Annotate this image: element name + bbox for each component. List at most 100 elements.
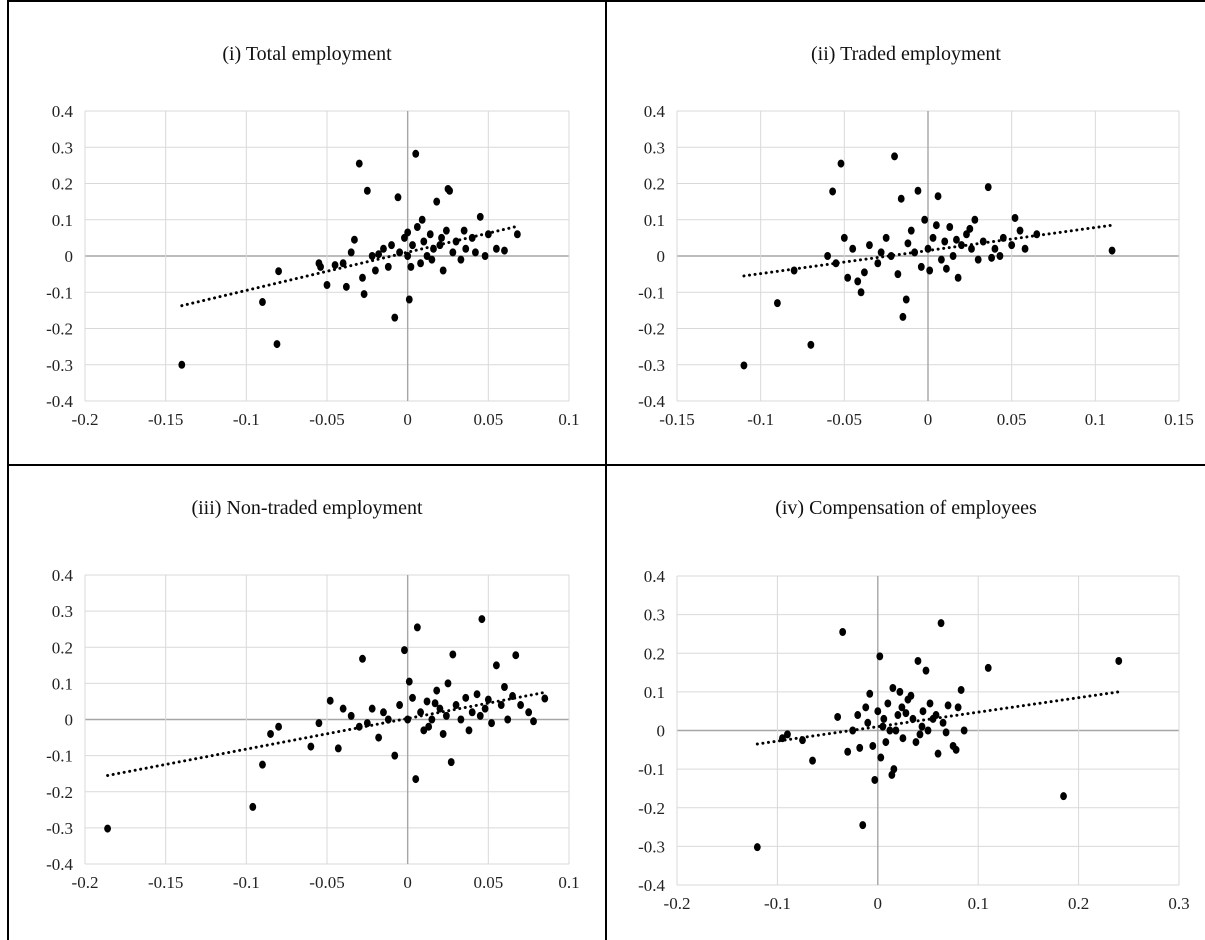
data-point — [876, 652, 884, 661]
data-point — [929, 233, 937, 242]
data-point — [942, 728, 950, 737]
data-point — [431, 699, 439, 708]
data-point — [966, 224, 974, 233]
data-point — [462, 693, 470, 702]
data-point — [317, 262, 324, 271]
data-point — [916, 730, 924, 739]
data-point — [877, 753, 885, 762]
data-point — [866, 689, 874, 698]
y-tick-label: -0.3 — [638, 837, 665, 856]
data-point — [339, 704, 347, 713]
data-point — [493, 661, 500, 670]
data-point — [991, 244, 999, 253]
data-point — [355, 159, 363, 168]
data-point — [525, 708, 533, 717]
data-point — [949, 252, 957, 260]
data-point — [423, 252, 431, 260]
data-point — [517, 701, 524, 710]
data-point — [481, 252, 489, 260]
scatter-chart-2: (ii) Traded employment -0.4 -0.3 -0.2 -0.1 0 0… — [638, 43, 1194, 429]
data-point — [404, 228, 412, 237]
y-tick-label: 0.4 — [644, 102, 666, 121]
data-point — [924, 726, 932, 735]
scatter-chart-3: (iii) Non-traded employment -0.4 -0.3 -0.2 -… — [46, 497, 580, 892]
x-tick-label: -0.2 — [72, 410, 99, 429]
data-point — [854, 711, 862, 720]
x-tick-label: -0.05 — [309, 873, 344, 892]
y-tick-label: -0.1 — [46, 747, 73, 766]
data-point — [1060, 792, 1067, 801]
y-tick-label: 0.4 — [52, 566, 74, 585]
data-point — [874, 707, 882, 716]
data-point — [442, 711, 450, 720]
data-point — [439, 266, 447, 275]
data-point — [892, 726, 900, 735]
x-tick-label: -0.2 — [72, 873, 99, 892]
data-point — [442, 226, 450, 235]
data-point — [902, 295, 910, 304]
data-point — [512, 651, 520, 660]
data-point — [922, 666, 930, 675]
data-point — [436, 704, 444, 713]
data-point — [839, 628, 847, 637]
data-point — [484, 695, 492, 704]
data-point — [368, 252, 376, 260]
data-point — [417, 708, 424, 717]
data-point — [409, 693, 416, 702]
data-point — [388, 241, 395, 250]
data-point — [405, 295, 413, 304]
x-tick-label: 0.05 — [473, 873, 503, 892]
data-point — [267, 729, 274, 738]
data-point — [864, 718, 872, 727]
data-point — [460, 226, 468, 235]
y-tick-label: 0.3 — [52, 602, 73, 621]
data-point — [473, 690, 481, 699]
data-point — [359, 654, 366, 663]
data-point — [423, 697, 431, 706]
chart-panel-2: (ii) Traded employment -0.4 -0.3 -0.2 -0.1 0 0… — [607, 2, 1205, 464]
y-tick-label: 0.4 — [644, 567, 666, 586]
data-point — [832, 259, 840, 268]
y-tick-label: -0.4 — [638, 392, 665, 411]
data-point — [315, 719, 323, 728]
y-tick-label: 0.2 — [644, 175, 665, 194]
y-tick-label: 0.1 — [52, 211, 73, 230]
data-point — [375, 250, 383, 259]
data-point — [1021, 244, 1029, 253]
scatter-chart-4: (iv) Compensation of employees -0.4 -0.3 -0… — [638, 497, 1190, 913]
data-point — [891, 152, 898, 161]
data-point — [428, 255, 436, 264]
data-point — [897, 194, 905, 203]
data-point — [1008, 241, 1016, 250]
data-point — [426, 230, 434, 239]
data-point — [880, 714, 888, 723]
y-tick-label: -0.3 — [46, 819, 73, 838]
y-tick-label: -0.2 — [46, 783, 73, 802]
chart-panel-3: (iii) Non-traded employment -0.4 -0.3 -0.2 -… — [9, 466, 605, 940]
data-point — [912, 738, 920, 747]
data-point — [457, 255, 465, 264]
y-tick-label: 0.2 — [644, 644, 665, 663]
data-point — [407, 262, 415, 271]
data-point — [420, 237, 428, 246]
data-point — [501, 246, 508, 255]
x-tick-label: 0.1 — [558, 410, 579, 429]
data-point — [829, 187, 837, 196]
y-tick-label: 0.2 — [52, 175, 73, 194]
data-point — [902, 709, 910, 718]
data-point — [497, 701, 505, 710]
data-point — [877, 248, 885, 257]
data-point — [394, 193, 402, 202]
y-tick-label: 0.3 — [644, 138, 665, 157]
y-tick-label: 0.3 — [52, 138, 73, 157]
data-point — [894, 711, 902, 720]
y-tick-label: -0.2 — [638, 320, 665, 339]
data-point — [384, 715, 392, 724]
x-tick-label: 0 — [403, 873, 412, 892]
data-point — [447, 758, 455, 767]
data-point — [914, 656, 922, 665]
data-point — [418, 215, 426, 224]
figure-grid: (i) Total employment -0.4 -0.3 -0.2 -0.1 0 0.1… — [7, 0, 1205, 940]
data-point — [857, 288, 865, 297]
data-point — [380, 708, 387, 717]
